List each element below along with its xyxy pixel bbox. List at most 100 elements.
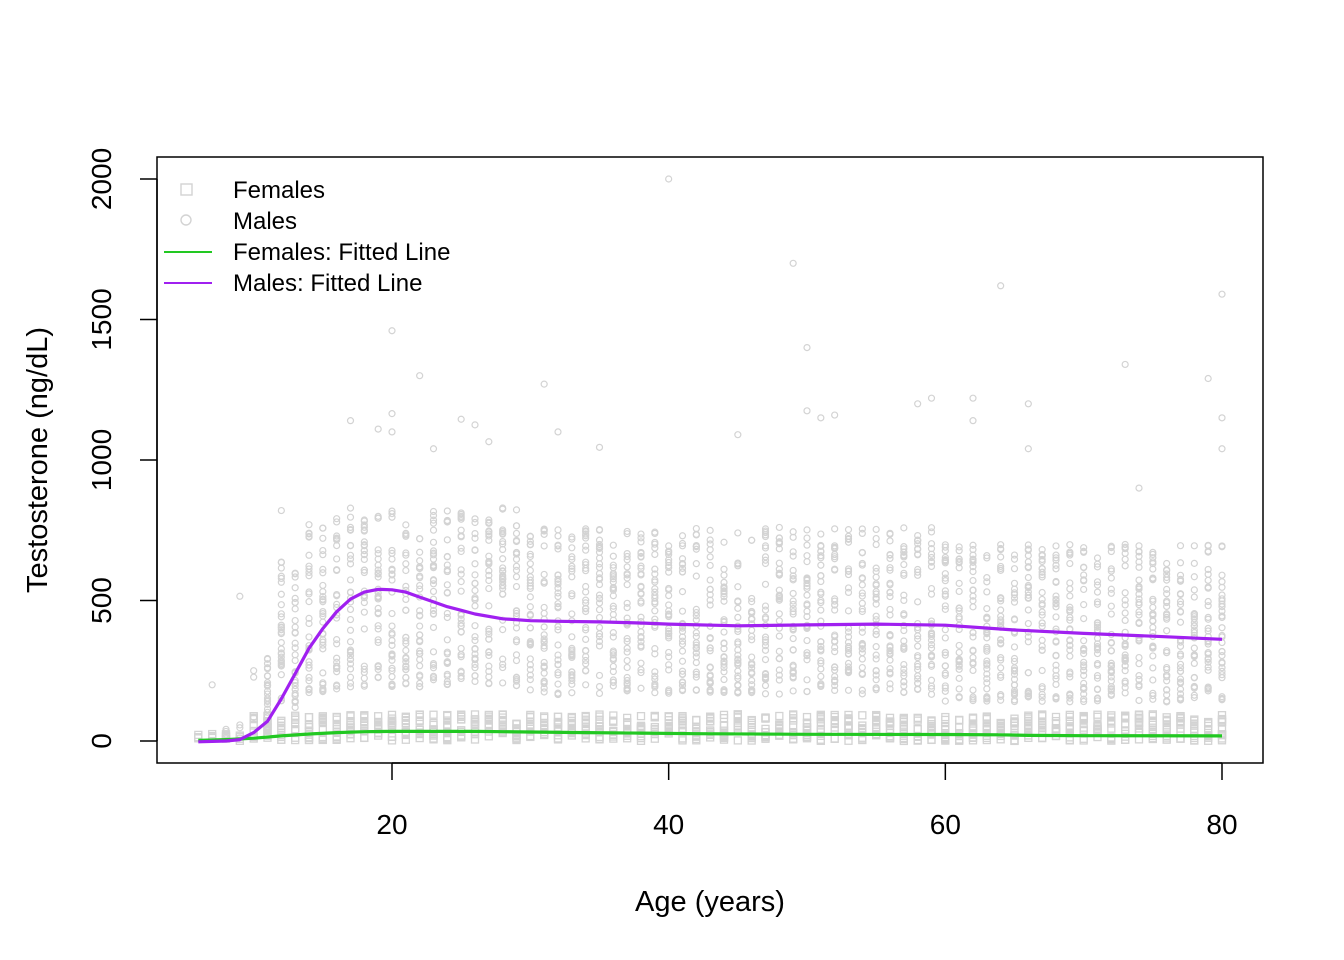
male-point: [471, 664, 479, 672]
female-point: [470, 719, 480, 729]
male-point: [305, 677, 313, 685]
male-point: [1204, 663, 1212, 671]
male-point: [582, 681, 590, 689]
female-point: [277, 716, 286, 725]
male-point: [844, 538, 853, 546]
male-point: [900, 678, 908, 686]
female-point: [498, 710, 507, 720]
male-point: [803, 534, 811, 542]
male-point: [817, 542, 825, 550]
male-point: [1135, 682, 1143, 691]
male-point: [1107, 687, 1115, 695]
male-point: [1038, 666, 1046, 675]
female-point: [401, 713, 410, 722]
male-point: [1010, 643, 1019, 651]
male-point: [761, 542, 770, 550]
male-point: [263, 708, 272, 716]
male-point: [1190, 674, 1198, 682]
male-point: [817, 642, 825, 651]
male-point: [319, 581, 327, 590]
male-point: [540, 637, 548, 645]
male-point: [333, 682, 341, 690]
male-point: [1135, 660, 1143, 668]
female-point: [1093, 710, 1102, 719]
female-point: [1162, 715, 1171, 724]
male-point: [983, 660, 991, 668]
male-point: [526, 550, 534, 558]
male-point: [678, 681, 687, 690]
male-point: [554, 545, 562, 553]
male-point: [512, 506, 521, 514]
male-point: [969, 629, 977, 637]
male-point: [914, 635, 922, 643]
male-point: [748, 609, 756, 617]
female-point: [346, 729, 355, 739]
male-point: [997, 673, 1005, 682]
male-point: [955, 665, 963, 673]
male-point: [568, 676, 576, 685]
male-point: [609, 656, 617, 664]
male-point: [872, 580, 880, 588]
female-point: [1093, 724, 1102, 734]
male-point: [416, 671, 424, 679]
female-point: [775, 711, 784, 721]
male-point: [1093, 623, 1102, 631]
male-point: [540, 677, 548, 685]
x-tick-label: 40: [653, 809, 684, 840]
male-point: [1080, 547, 1088, 555]
male-point: [374, 514, 382, 522]
male-point: [305, 529, 313, 537]
male-point: [1107, 589, 1115, 597]
male-point: [983, 614, 991, 622]
female-point: [374, 712, 383, 721]
legend-square-marker: [180, 183, 193, 196]
male-point: [720, 628, 728, 636]
male-point: [637, 668, 645, 677]
male-point: [429, 606, 438, 615]
male-point: [1024, 633, 1032, 641]
male-point: [540, 603, 548, 612]
male-point: [360, 665, 368, 673]
male-point: [540, 623, 548, 631]
male-point: [319, 618, 327, 626]
male-point: [1163, 598, 1171, 607]
male-point: [374, 622, 382, 630]
female-point: [706, 713, 715, 722]
male-point: [609, 573, 617, 581]
male-point: [886, 665, 894, 673]
male-point: [1163, 590, 1171, 598]
female-point: [1079, 714, 1088, 723]
male-point: [761, 690, 770, 698]
male-point: [305, 658, 313, 666]
male-point: [443, 670, 451, 678]
male-point: [803, 652, 811, 660]
male-point: [595, 632, 604, 641]
male-point: [582, 623, 590, 632]
male-point: [706, 647, 714, 655]
y-tick-label: 0: [86, 733, 117, 749]
male-point: [1135, 585, 1143, 593]
male-point: [1010, 594, 1019, 602]
male-point: [346, 660, 355, 668]
male-point: [983, 643, 991, 651]
male-point: [997, 544, 1005, 553]
male-point: [485, 627, 493, 636]
male-point: [263, 705, 272, 713]
male-point: [374, 636, 382, 644]
male-point: [720, 686, 728, 694]
male-point: [1176, 667, 1185, 676]
male-point: [941, 626, 949, 634]
female-point: [526, 710, 535, 720]
male-point: [540, 684, 548, 692]
female-point: [899, 714, 908, 724]
male-point: [1218, 674, 1226, 682]
female-point: [1065, 724, 1074, 733]
male-point: [886, 588, 894, 596]
female-point: [346, 712, 355, 721]
male-point: [831, 681, 839, 690]
female-point: [457, 715, 466, 724]
female-point: [277, 718, 286, 727]
male-point: [761, 527, 770, 535]
female-point: [719, 721, 729, 730]
female-point: [277, 724, 286, 733]
